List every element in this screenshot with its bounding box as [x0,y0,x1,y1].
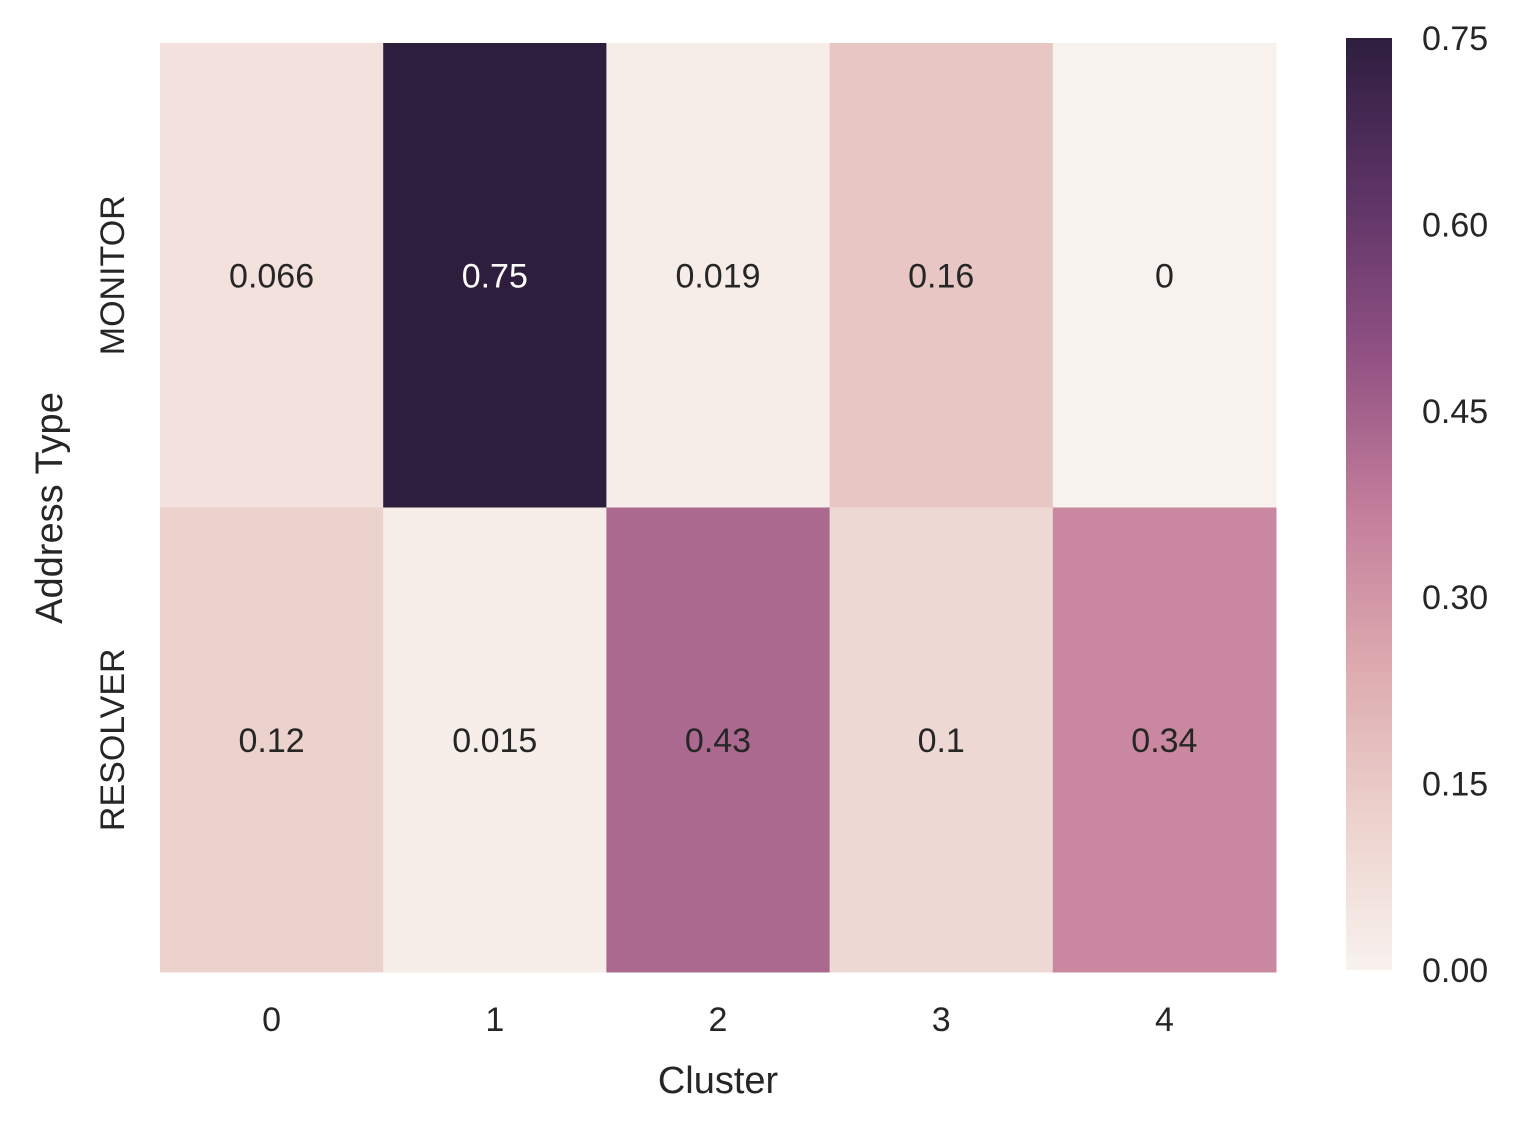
colorbar-tick-label: 0.00 [1422,952,1488,990]
heatmap-cell [1052,507,1277,973]
colorbar-tick-label: 0.75 [1422,20,1488,58]
x-tick-label: 0 [262,1001,281,1039]
x-tick-label: 3 [932,1001,951,1039]
heatmap-cell [160,507,384,973]
x-tick-label: 4 [1155,1001,1174,1039]
y-tick-label: MONITOR [94,195,132,355]
heatmap-cell [160,43,384,508]
cell-value-label: 0.015 [452,722,537,760]
x-axis-label: Cluster [658,1060,779,1102]
x-tick-label: 1 [485,1001,504,1039]
x-tick-label: 2 [709,1001,728,1039]
cell-value-label: 0.12 [239,722,305,760]
colorbar [1346,38,1392,970]
y-axis-ticks: MONITOR RESOLVER [94,195,132,831]
heatmap-cell [383,507,607,973]
cell-annotations: 0.066 0.75 0.019 0.16 0 0.12 0.015 0.43 0.1 0.34 [229,257,1197,760]
colorbar-tick-label: 0.60 [1422,206,1488,244]
heatmap-cell [829,43,1054,508]
heatmap-cell [606,507,831,973]
y-axis-label: Address Type [29,392,71,624]
heatmap-cell [383,43,607,508]
cell-value-label: 0.019 [675,257,760,295]
cell-value-label: 0.066 [229,257,314,295]
cell-value-label: 0.34 [1131,722,1197,760]
y-tick-label: RESOLVER [94,648,132,831]
colorbar-tick-label: 0.15 [1422,766,1488,804]
heatmap-cell [1052,43,1277,508]
x-axis-ticks: 0 1 2 3 4 [262,1001,1174,1039]
colorbar-tick-label: 0.45 [1422,393,1488,431]
colorbar-tick-label: 0.30 [1422,579,1488,617]
cell-value-label: 0.16 [908,257,974,295]
cell-value-label: 0.1 [918,722,965,760]
colorbar-ticks: 0.00 0.15 0.30 0.45 0.60 0.75 [1422,20,1488,990]
heatmap-cells [160,43,1277,973]
cell-value-label: 0 [1155,257,1174,295]
cell-value-label: 0.43 [685,722,751,760]
heatmap-cell [829,507,1054,973]
heatmap-cell [606,43,831,508]
cell-value-label: 0.75 [462,257,528,295]
